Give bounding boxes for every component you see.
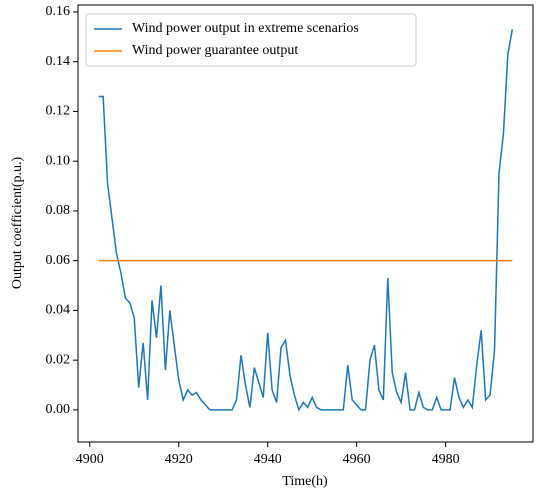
- x-tick-label: 4980: [432, 452, 460, 467]
- legend-label: Wind power guarantee output: [132, 43, 298, 58]
- x-tick-label: 4900: [76, 452, 104, 467]
- y-tick-label: 0.10: [46, 153, 71, 168]
- y-tick-label: 0.00: [46, 402, 71, 417]
- x-tick-label: 4940: [254, 452, 282, 467]
- y-tick-label: 0.12: [46, 104, 71, 119]
- plot-frame: [77, 4, 534, 443]
- x-axis-label: Time(h): [282, 474, 328, 489]
- y-tick-label: 0.16: [46, 4, 71, 19]
- legend-label: Wind power output in extreme scenarios: [132, 21, 359, 36]
- y-axis-label: Output coefficient(p.u.): [10, 157, 25, 290]
- y-tick-label: 0.04: [46, 303, 71, 318]
- legend-box: [85, 13, 417, 67]
- series-line: [98, 29, 514, 412]
- x-tick-label: 4920: [165, 452, 193, 467]
- x-tick-label: 4960: [343, 452, 371, 467]
- y-tick-label: 0.14: [46, 54, 71, 69]
- y-tick-label: 0.06: [46, 253, 71, 268]
- y-tick-label: 0.08: [46, 203, 71, 218]
- y-tick-label: 0.02: [46, 352, 71, 367]
